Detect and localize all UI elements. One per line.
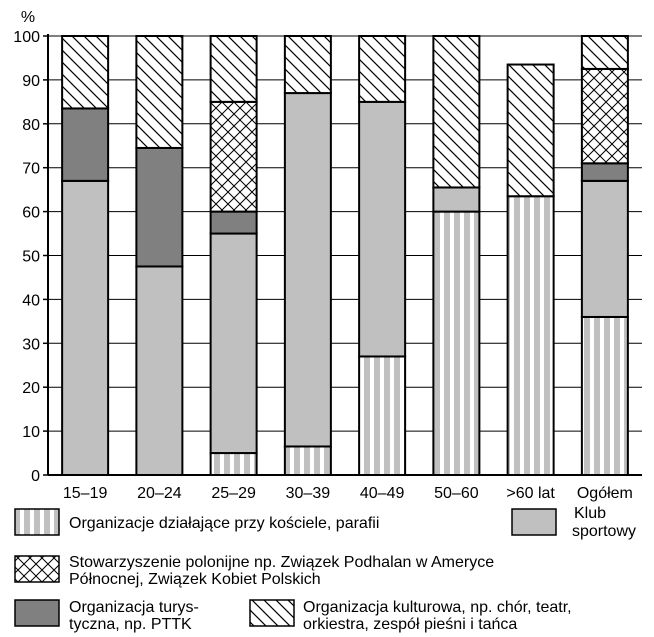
legend-swatch-sport xyxy=(511,508,557,536)
y-tick-label: 100 xyxy=(13,29,40,46)
bar-segment-polonia xyxy=(580,67,629,165)
bar-segment-sport xyxy=(432,186,481,213)
y-tick-label: 50 xyxy=(22,249,40,266)
legend-swatch-culture xyxy=(249,599,295,627)
legend-label-culture-line1: Organizacja kulturowa, np. chór, teatr, xyxy=(303,599,572,616)
legend-item-church: Organizacje działające przy kościele, pa… xyxy=(14,508,379,536)
bar-segment-church xyxy=(283,445,332,476)
x-tick-label: 15–19 xyxy=(63,485,108,502)
bar-segment-culture xyxy=(61,35,110,110)
legend-swatch-church xyxy=(14,508,60,536)
x-tick-label: 30–39 xyxy=(286,485,331,502)
bar-segment-culture xyxy=(432,35,481,189)
bar-segment-church xyxy=(580,315,629,476)
legend-label-church: Organizacje działające przy kościele, pa… xyxy=(69,515,379,532)
legend-label-sport-line1: Klub xyxy=(574,505,606,522)
legend-label-culture-line2: orkiestra, zespół pieśni i tańca xyxy=(303,616,517,633)
bar-segment-sport xyxy=(283,92,332,448)
bar-segment-sport xyxy=(135,265,184,476)
bar-segment-culture xyxy=(135,35,184,149)
bar-segment-culture xyxy=(283,35,332,95)
legend-label-tourist-line1: Organizacja turys- xyxy=(69,599,199,616)
legend-label-sport-line2: sportowy xyxy=(572,523,636,540)
bar-segment-church xyxy=(209,452,258,476)
y-tick-label: 40 xyxy=(22,292,40,309)
bar-segment-tourist xyxy=(209,210,258,235)
legend-item-tourist: Organizacja turys- tyczna, np. PTTK xyxy=(14,599,199,633)
y-tick-label: 60 xyxy=(22,205,40,222)
bars xyxy=(61,35,629,477)
bar-segment-tourist xyxy=(580,162,629,182)
legend-item-sport: Klub sportowy xyxy=(511,505,636,540)
bar-segment-sport xyxy=(580,179,629,318)
legend-label-polonia-line1: Stowarzyszenie polonijne np. Związek Pod… xyxy=(69,554,494,571)
bar-segment-church xyxy=(506,195,555,477)
bar-segment-culture xyxy=(506,63,555,198)
bar-segment-church xyxy=(358,355,407,476)
legend-label-tourist-line2: tyczna, np. PTTK xyxy=(69,616,192,633)
y-tick-label: 30 xyxy=(22,336,40,353)
bar-segment-sport xyxy=(61,179,110,476)
y-tick-label: 80 xyxy=(22,117,40,134)
bar-segment-culture xyxy=(580,35,629,70)
y-tick-label: 0 xyxy=(31,468,40,485)
y-tick-label: 10 xyxy=(22,424,40,441)
y-tick-label: 20 xyxy=(22,380,40,397)
bar-segment-sport xyxy=(358,100,407,358)
bar-segment-tourist xyxy=(61,107,110,182)
y-tick-label: 70 xyxy=(22,161,40,178)
legend: Organizacje działające przy kościele, pa… xyxy=(14,505,636,633)
legend-label-polonia-line2: Północnej, Związek Kobiet Polskich xyxy=(69,571,321,588)
x-tick-label: 20–24 xyxy=(137,485,182,502)
bar-segment-culture xyxy=(209,35,258,103)
x-tick-label: >60 lat xyxy=(506,485,555,502)
x-tick-label: 25–29 xyxy=(211,485,256,502)
axes: 0 10 20 30 40 50 60 70 80 90 100 15–19 20–24 25–29 30–… xyxy=(13,29,642,502)
legend-swatch-tourist xyxy=(14,599,60,627)
bar-segment-church xyxy=(432,210,481,476)
legend-item-polonia: Stowarzyszenie polonijne np. Związek Pod… xyxy=(14,554,494,588)
bar-segment-sport xyxy=(209,232,258,455)
bar-segment-culture xyxy=(358,35,407,103)
x-tick-label: 50–60 xyxy=(434,485,479,502)
bar-segment-polonia xyxy=(209,100,258,213)
y-tick-label: 90 xyxy=(22,73,40,90)
x-tick-label: 40–49 xyxy=(360,485,405,502)
bar-segment-tourist xyxy=(135,146,184,268)
y-axis-unit-label: % xyxy=(21,9,35,26)
legend-item-culture: Organizacja kulturowa, np. chór, teatr, … xyxy=(249,599,572,633)
legend-swatch-polonia xyxy=(14,555,60,583)
x-tick-label: Ogółem xyxy=(577,485,633,502)
